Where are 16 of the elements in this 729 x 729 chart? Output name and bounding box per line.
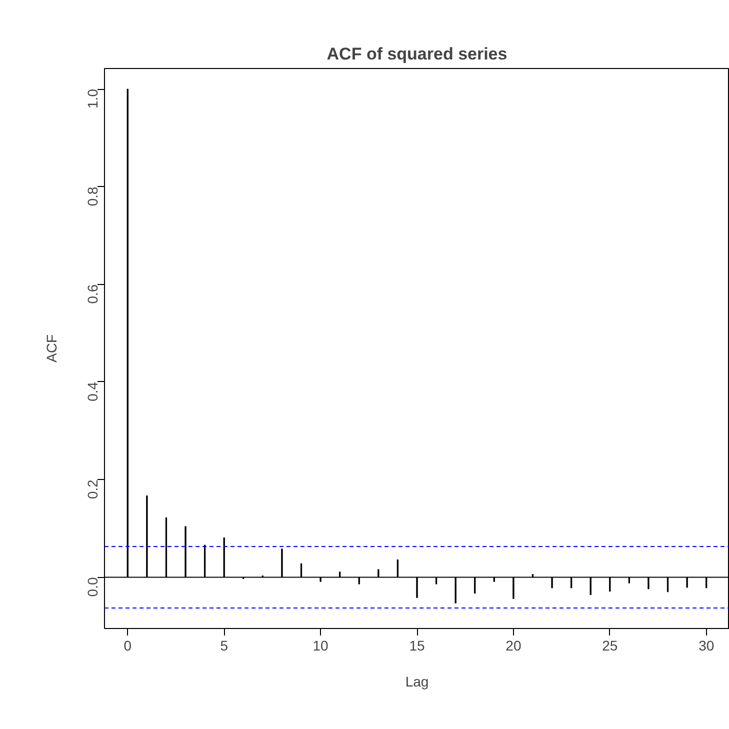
x-tick-label: 10 <box>312 638 329 654</box>
y-tick-label: 0.6 <box>84 284 100 304</box>
y-axis-title: ACF <box>44 334 60 362</box>
x-tick-label: 0 <box>124 638 132 654</box>
x-tick-label: 25 <box>602 638 618 654</box>
x-tick-label: 15 <box>409 638 425 654</box>
y-tick-label: 0.4 <box>84 382 100 402</box>
x-tick-label: 20 <box>506 638 522 654</box>
y-tick-label: 0.2 <box>84 479 100 500</box>
chart-title: ACF of squared series <box>326 44 508 64</box>
y-tick-label: 0.8 <box>84 186 100 206</box>
y-tick-label: 0.0 <box>84 577 100 597</box>
x-axis-title: Lag <box>405 674 429 690</box>
x-tick-label: 5 <box>220 638 228 654</box>
x-tick-label: 30 <box>698 638 714 654</box>
y-tick-label: 1.0 <box>84 88 100 108</box>
